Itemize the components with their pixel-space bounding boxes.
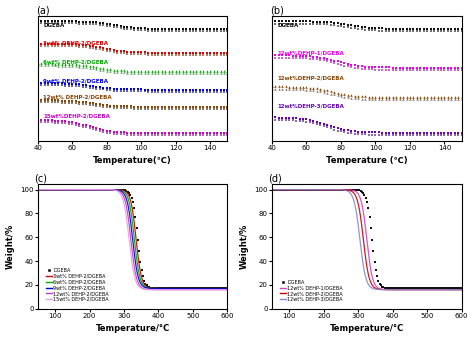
X-axis label: Temperature/°C: Temperature/°C: [330, 324, 404, 334]
Text: 12wt% DEHP-2/DGEBA: 12wt% DEHP-2/DGEBA: [44, 94, 112, 99]
Text: 15wt%DEHP-2/DGEBA: 15wt%DEHP-2/DGEBA: [44, 113, 110, 118]
Text: DGEBA: DGEBA: [278, 23, 299, 28]
Text: 12wt%DEHP-1/DGEBA: 12wt%DEHP-1/DGEBA: [278, 51, 345, 56]
X-axis label: Temperature/°C: Temperature/°C: [95, 324, 170, 334]
Text: 9wt% DEHP-2/DGEBA: 9wt% DEHP-2/DGEBA: [44, 78, 109, 83]
Legend: DGEBA, 3wt% DEHP-2/DGEBA, 6wt% DEHP-2/DGEBA, 9wt% DEHP-2/DGEBA, 12wt% DEHP-2/DGE: DGEBA, 3wt% DEHP-2/DGEBA, 6wt% DEHP-2/DG…: [44, 266, 111, 304]
Text: 12wt%DEHP-3/DGEBA: 12wt%DEHP-3/DGEBA: [278, 103, 345, 108]
Text: 12wt%DEHP-2/DGEBA: 12wt%DEHP-2/DGEBA: [278, 76, 345, 81]
Y-axis label: Weight/%: Weight/%: [240, 223, 249, 269]
Text: (a): (a): [36, 5, 49, 16]
Text: 3wt% DEHP-2/DGEBA: 3wt% DEHP-2/DGEBA: [44, 41, 109, 45]
Text: (d): (d): [268, 174, 282, 184]
Text: (c): (c): [34, 174, 47, 184]
Text: (b): (b): [270, 5, 284, 16]
Y-axis label: Weight/%: Weight/%: [6, 223, 15, 269]
Text: 6wt% DEHP-2/DGEBA: 6wt% DEHP-2/DGEBA: [44, 59, 109, 64]
X-axis label: Temperature (℃): Temperature (℃): [326, 156, 408, 165]
X-axis label: Temperature(℃): Temperature(℃): [93, 156, 172, 165]
Legend: DGEBA, 12wt% DEHP-1/DGEBA, 12wt% DEHP-2/DGEBA, 12wt% DEHP-3/DGEBA: DGEBA, 12wt% DEHP-1/DGEBA, 12wt% DEHP-2/…: [278, 278, 345, 304]
Text: DGEBA: DGEBA: [44, 23, 65, 28]
